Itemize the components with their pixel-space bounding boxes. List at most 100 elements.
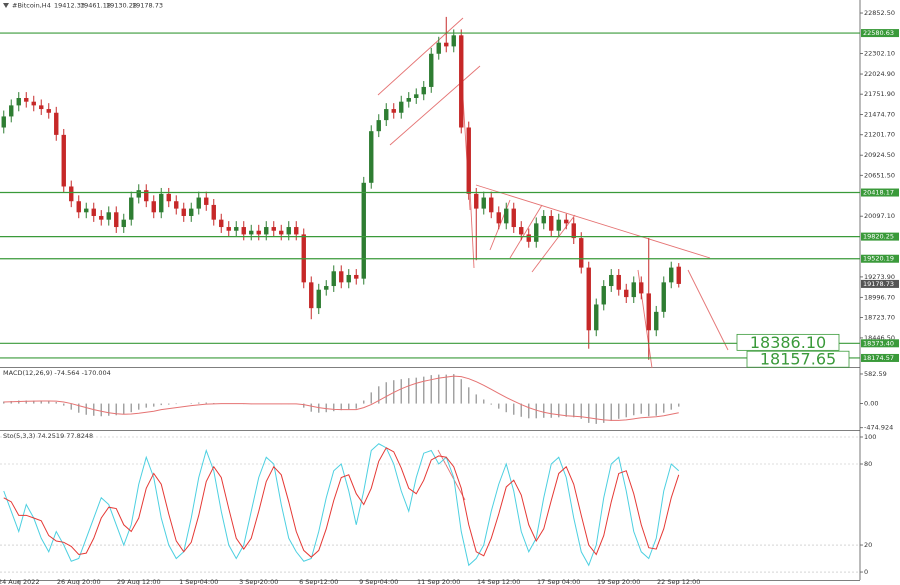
candle-body: [234, 227, 239, 231]
ohlc-high: 19461.18: [80, 2, 111, 10]
candle-body: [271, 227, 276, 231]
y-tick-label: 22024.90: [864, 70, 895, 78]
candle-body: [9, 105, 14, 117]
y-tick-label: 20924.50: [864, 151, 895, 159]
candle-body: [631, 282, 636, 298]
candle-body: [489, 197, 494, 213]
channel-upper: [377, 17, 464, 96]
candle-body: [406, 97, 411, 102]
y-tick-label: 0.00: [864, 400, 878, 408]
candle-body: [421, 86, 426, 95]
stochastic-line: [3, 447, 680, 558]
level-label: 22580.63: [863, 29, 894, 37]
last-price-box: [861, 279, 899, 288]
y-tick-label: 18723.70: [864, 313, 895, 321]
candle-body: [496, 212, 501, 224]
candle-body: [166, 193, 171, 202]
x-tick-label: 3 Sep 20:00: [239, 578, 278, 585]
candle-body: [339, 271, 344, 283]
stoch-line: [437, 449, 466, 501]
candle-body: [571, 223, 576, 239]
ohlc-close: 19178.73: [132, 2, 163, 10]
candle-body: [511, 208, 516, 228]
candle-body: [99, 215, 104, 220]
candle-body: [331, 271, 336, 287]
drop-line: [469, 189, 475, 269]
level-label: 19820.25: [863, 233, 894, 241]
candle-body: [459, 35, 464, 128]
candle-body: [204, 197, 209, 205]
ohlc-low: 19130.28: [106, 2, 137, 10]
projection-line: [687, 269, 729, 351]
candle-body: [564, 219, 569, 224]
candle-body: [526, 234, 531, 242]
candle-body: [219, 219, 224, 228]
level-label: 18174.57: [863, 354, 894, 362]
y-tick-label: 21474.70: [864, 111, 895, 119]
frame: [0, 0, 861, 581]
menu-arrow: [3, 3, 9, 8]
y-tick-label: 582.59: [864, 370, 887, 378]
last-price-label: 19178.73: [863, 280, 894, 288]
stoch-title: Sto(5,3,3) 74.2519 77.8248: [3, 432, 93, 440]
level-label: 20418.17: [863, 189, 894, 197]
candle-body: [481, 197, 486, 209]
candle-body: [256, 230, 261, 235]
candle-body: [249, 230, 254, 235]
y-tick-label: 21201.70: [864, 131, 895, 139]
candle-body: [144, 190, 149, 202]
candle-body: [504, 208, 509, 224]
candle-body: [54, 112, 59, 135]
candle-body: [444, 42, 449, 47]
level-label-box: [861, 339, 899, 348]
y-tick-label: 20651.50: [864, 171, 895, 179]
flag-line: [509, 204, 543, 259]
descending-trendline: [475, 184, 711, 259]
candle-body: [361, 182, 366, 279]
y-tick-label: 21751.90: [864, 90, 895, 98]
y-tick-label: 22852.50: [864, 9, 895, 17]
candle-body: [601, 286, 606, 305]
candle-body: [594, 304, 599, 331]
x-tick-label: 22 Sep 12:00: [657, 578, 700, 585]
y-tick-label: 80: [864, 460, 872, 468]
x-tick-label: 14 Sep 12:00: [477, 578, 520, 585]
candle-body: [84, 208, 89, 213]
x-tick-label: 19 Sep 20:00: [597, 578, 640, 585]
candle-body: [466, 127, 471, 194]
callout-label: 18157.65: [760, 350, 836, 369]
level-label-box: [861, 232, 899, 241]
candle-body: [264, 227, 269, 235]
candle-body: [129, 197, 134, 220]
x-tick-label: 17 Sep 04:00: [537, 578, 580, 585]
level-label-box: [861, 254, 899, 263]
y-tick-label: 18996.70: [864, 293, 895, 301]
candle-body: [346, 274, 351, 283]
candle-body: [474, 193, 479, 209]
candle-body: [136, 190, 141, 198]
candle-body: [639, 282, 644, 294]
candle-body: [609, 274, 614, 287]
level-label: 18373.40: [863, 339, 894, 347]
y-tick-label: 20097.10: [864, 212, 895, 220]
candle-body: [616, 274, 621, 290]
y-tick-label: 20: [864, 541, 872, 549]
x-tick-label: 24 Aug 2022: [0, 578, 40, 585]
candle-body: [384, 109, 389, 121]
candle-body: [121, 219, 126, 228]
candle-body: [391, 109, 396, 113]
ohlc-open: 19412.33: [54, 2, 85, 10]
callout-box: [736, 333, 840, 351]
candle-body: [429, 53, 434, 87]
candle-body: [76, 201, 81, 213]
candle-body: [91, 208, 96, 216]
candle-body: [61, 134, 66, 187]
candle-body: [279, 230, 284, 235]
candle-body: [151, 201, 156, 213]
candle-body: [519, 227, 524, 235]
y-tick-label: 19273.90: [864, 273, 895, 281]
candle-body: [534, 223, 539, 242]
candle-body: [106, 212, 111, 220]
